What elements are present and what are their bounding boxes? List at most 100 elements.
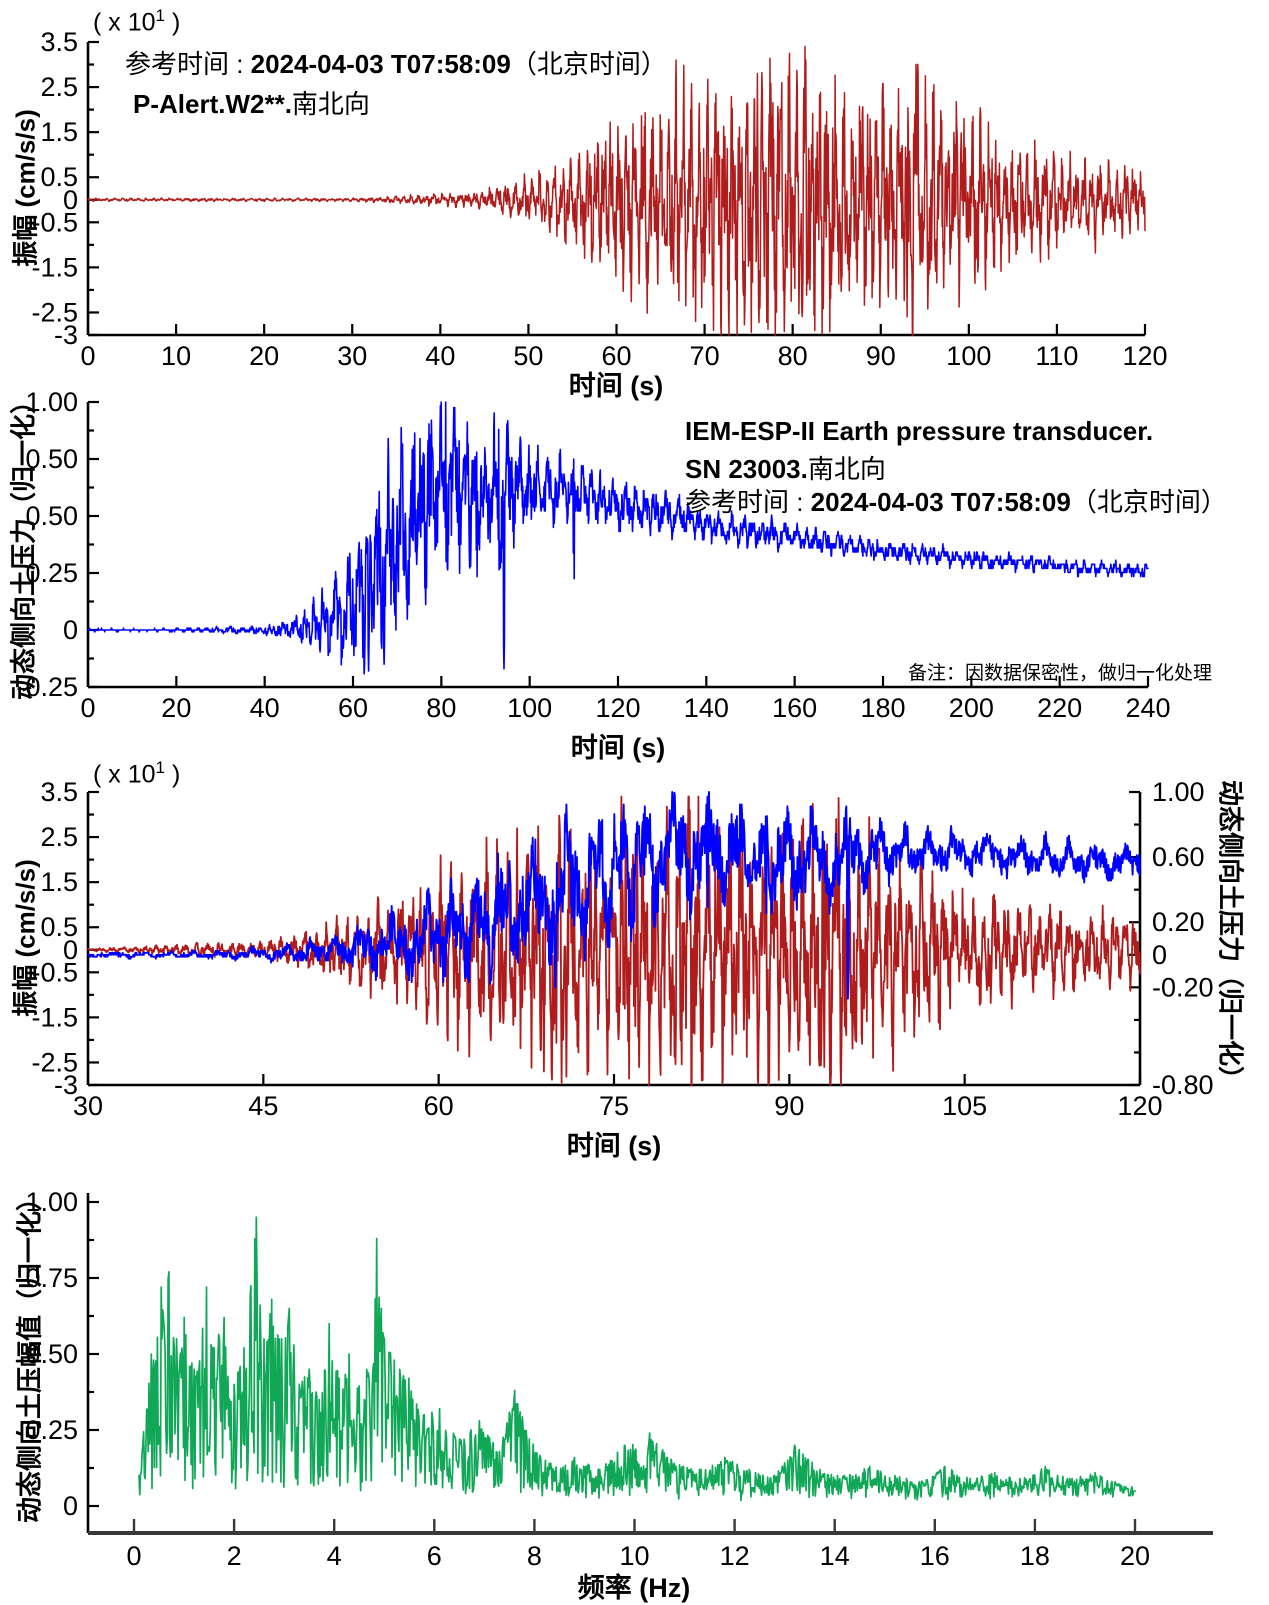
p2-annotation-reftime: 参考时间 : 2024-04-03 T07:58:09（北京时间） (685, 487, 1227, 517)
svg-text:3.5: 3.5 (40, 777, 78, 807)
svg-text:60: 60 (424, 1091, 454, 1121)
svg-text:1.00: 1.00 (25, 1187, 78, 1217)
p2-x-axis-label: 时间 (s) (570, 733, 666, 763)
svg-text:0.5: 0.5 (40, 162, 78, 192)
svg-text:-3: -3 (54, 320, 78, 350)
p1-y-axis-label: 振幅 (cm/s/s) (10, 109, 41, 267)
svg-text:1.00: 1.00 (25, 387, 78, 417)
p4-x-axis-label: 频率 (Hz) (577, 1573, 691, 1603)
svg-text:-1.5: -1.5 (31, 252, 78, 282)
svg-text:75: 75 (599, 1091, 629, 1121)
svg-text:-1.5: -1.5 (31, 1002, 78, 1032)
svg-text:160: 160 (772, 693, 817, 723)
svg-text:45: 45 (248, 1091, 278, 1121)
svg-text:-2.5: -2.5 (31, 1047, 78, 1077)
svg-text:110: 110 (1035, 341, 1078, 371)
svg-text:20: 20 (161, 693, 191, 723)
svg-text:140: 140 (684, 693, 729, 723)
svg-text:50: 50 (513, 341, 543, 371)
svg-text:100: 100 (946, 341, 991, 371)
svg-text:0.5: 0.5 (40, 912, 78, 942)
p3-scale-note: ( x 101 ) (93, 758, 181, 789)
svg-text:0.20: 0.20 (1152, 907, 1205, 937)
svg-text:0.50: 0.50 (25, 1339, 78, 1369)
svg-text:0.50: 0.50 (25, 444, 78, 474)
svg-text:100: 100 (507, 693, 552, 723)
svg-text:2.5: 2.5 (40, 822, 78, 852)
svg-text:40: 40 (250, 693, 280, 723)
svg-text:1.00: 1.00 (1152, 777, 1205, 807)
svg-text:70: 70 (690, 341, 720, 371)
svg-text:0.25: 0.25 (25, 558, 78, 588)
svg-text:-0.25: -0.25 (16, 672, 78, 702)
svg-text:240: 240 (1125, 693, 1170, 723)
svg-text:90: 90 (774, 1091, 804, 1121)
svg-text:30: 30 (73, 1091, 103, 1121)
p1-scale-note: ( x 101 ) (93, 6, 180, 37)
svg-text:1.5: 1.5 (40, 117, 78, 147)
svg-text:0: 0 (1152, 940, 1167, 970)
svg-text:20: 20 (1120, 1541, 1150, 1571)
svg-text:0: 0 (63, 935, 78, 965)
p2-annotation-serial: SN 23003.南北向 (685, 454, 886, 484)
svg-text:40: 40 (425, 341, 455, 371)
p3-right-y-axis-label: 动态侧向土压力（归一化） (1215, 779, 1246, 1093)
svg-text:90: 90 (866, 341, 896, 371)
svg-text:-0.5: -0.5 (31, 957, 78, 987)
svg-text:12: 12 (720, 1541, 750, 1571)
svg-text:20: 20 (249, 341, 279, 371)
svg-text:0: 0 (126, 1541, 141, 1571)
svg-text:4: 4 (327, 1541, 342, 1571)
svg-text:80: 80 (426, 693, 456, 723)
p1-scale-exp: 1 (155, 6, 165, 25)
svg-text:-3: -3 (54, 1070, 78, 1100)
svg-text:0.25: 0.25 (25, 1415, 78, 1445)
svg-text:18: 18 (1020, 1541, 1050, 1571)
svg-text:0.75: 0.75 (25, 1263, 78, 1293)
svg-text:0: 0 (80, 693, 95, 723)
svg-text:1.5: 1.5 (40, 867, 78, 897)
svg-text:0: 0 (63, 615, 78, 645)
svg-text:-2.5: -2.5 (31, 297, 78, 327)
svg-text:-0.80: -0.80 (1152, 1070, 1214, 1100)
svg-text:30: 30 (337, 341, 367, 371)
svg-text:-0.5: -0.5 (31, 207, 78, 237)
p1-scale-post: ) (165, 8, 181, 37)
svg-text:180: 180 (860, 693, 905, 723)
svg-text:-0.20: -0.20 (1152, 972, 1214, 1002)
svg-text:0: 0 (63, 1491, 78, 1521)
svg-text:2.5: 2.5 (40, 72, 78, 102)
svg-text:10: 10 (161, 341, 191, 371)
svg-text:120: 120 (1117, 1091, 1162, 1121)
svg-text:2: 2 (227, 1541, 242, 1571)
p1-x-axis-label: 时间 (s) (568, 371, 664, 401)
p1-scale-pre: ( x 10 (93, 8, 156, 37)
svg-text:105: 105 (942, 1091, 987, 1121)
svg-text:14: 14 (820, 1541, 850, 1571)
svg-text:200: 200 (949, 693, 994, 723)
svg-text:120: 120 (595, 693, 640, 723)
p2-confidentiality-note: 备注：因数据保密性，做归一化处理 (908, 663, 1213, 684)
svg-text:60: 60 (338, 693, 368, 723)
p2-y-axis-label: 动态侧向土压力（归一化） (8, 387, 39, 701)
svg-text:80: 80 (778, 341, 808, 371)
svg-text:8: 8 (527, 1541, 542, 1571)
svg-text:0: 0 (80, 341, 95, 371)
svg-text:60: 60 (601, 341, 631, 371)
svg-text:0: 0 (63, 185, 78, 215)
p1-annotation-reftime: 参考时间 : 2024-04-03 T07:58:09（北京时间） (125, 49, 667, 79)
svg-text:0.50: 0.50 (25, 501, 78, 531)
p1-annotation-station: P-Alert.W2**.南北向 (133, 89, 370, 119)
svg-text:120: 120 (1122, 341, 1167, 371)
svg-text:220: 220 (1037, 693, 1082, 723)
svg-text:3.5: 3.5 (40, 27, 78, 57)
svg-text:16: 16 (920, 1541, 950, 1571)
svg-text:6: 6 (427, 1541, 442, 1571)
p2-annotation-sensor: IEM-ESP-II Earth pressure transducer. (685, 416, 1154, 446)
svg-text:10: 10 (619, 1541, 649, 1571)
p3-x-axis-label: 时间 (s) (566, 1131, 662, 1161)
svg-text:0.60: 0.60 (1152, 842, 1205, 872)
p4-y-axis-label: 动态侧向土压幅值（归一化） (14, 1184, 45, 1524)
